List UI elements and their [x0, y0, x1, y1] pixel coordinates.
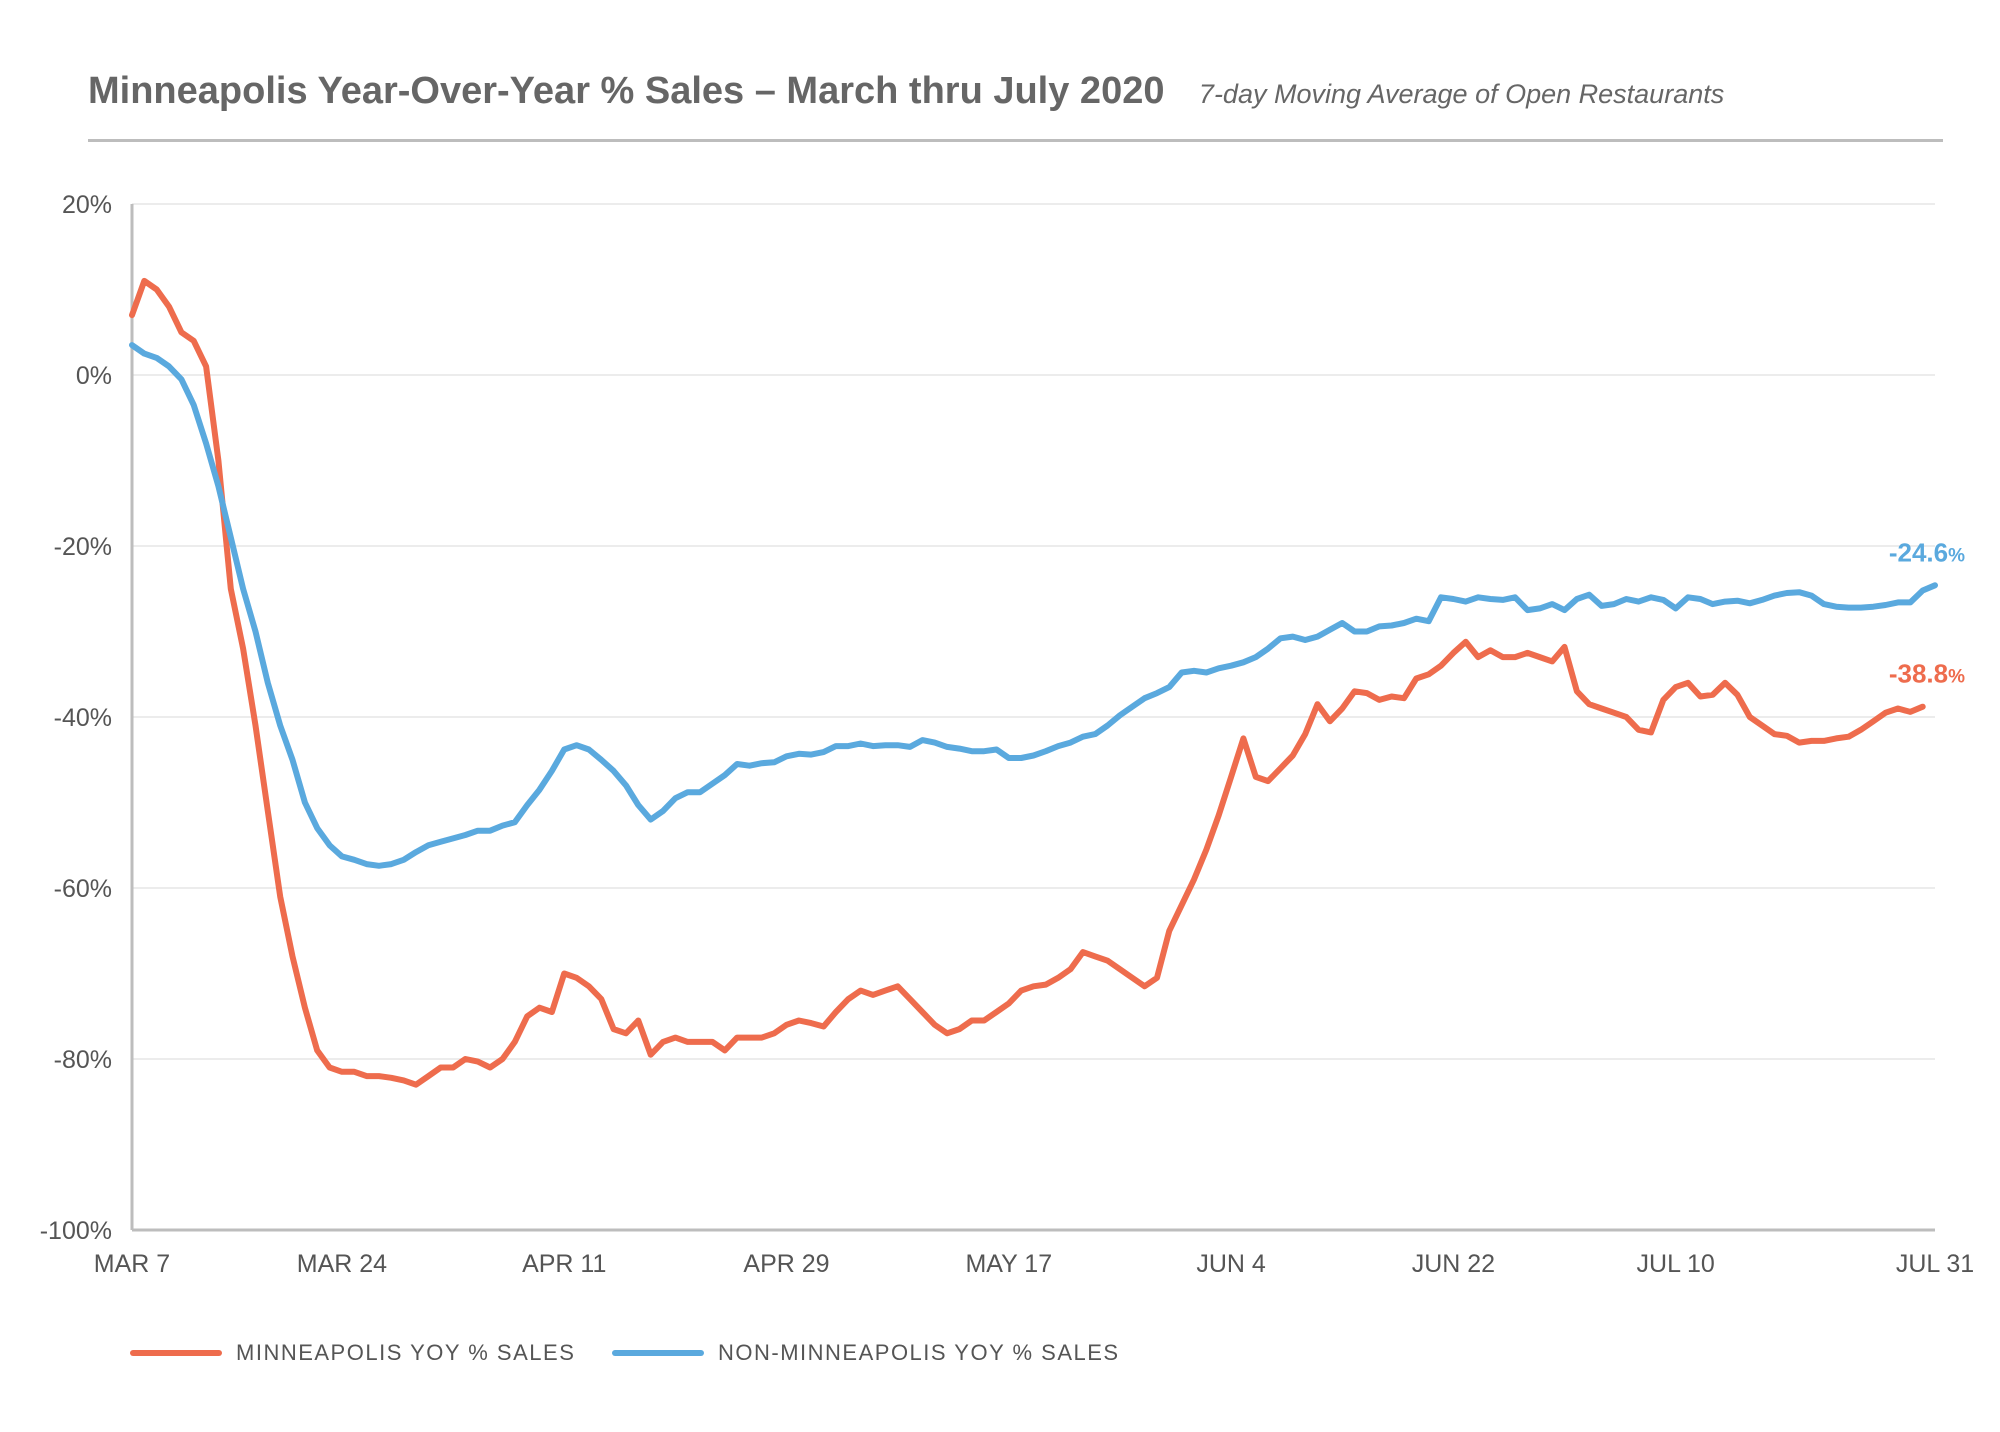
x-tick-label: MAR 24	[297, 1250, 387, 1278]
end-label-minneapolis: -38.8%	[1889, 659, 1965, 689]
x-tick-label: MAR 7	[94, 1250, 170, 1278]
line-chart: 20% 0% -20% -40% -60% -80% -100% MAR 7 MAR 24 APR…	[40, 191, 1974, 1278]
y-tick-label: -80%	[54, 1046, 112, 1074]
series-line-minneapolis	[129, 277, 1926, 1088]
legend-label-non-minneapolis: NON-MINNEAPOLIS YOY % SALES	[718, 1340, 1120, 1365]
y-tick-label: -100%	[40, 1217, 112, 1245]
chart-subtitle: 7-day Moving Average of Open Restaurants	[1198, 79, 1725, 109]
legend-swatch-non-minneapolis	[612, 1350, 704, 1356]
legend-item-minneapolis: MINNEAPOLIS YOY % SALES	[130, 1340, 575, 1366]
chart-title-row: Minneapolis Year-Over-Year % Sales – Mar…	[88, 70, 1724, 113]
y-tick-label: -40%	[54, 704, 112, 732]
chart-title: Minneapolis Year-Over-Year % Sales – Mar…	[88, 70, 1165, 112]
x-tick-label: JUN 22	[1412, 1250, 1495, 1278]
y-tick-label: 20%	[62, 191, 112, 219]
series-line-non-minneapolis	[129, 342, 1938, 869]
legend-swatch-minneapolis	[130, 1350, 222, 1356]
title-divider	[88, 139, 1943, 142]
y-tick-label: 0%	[76, 362, 112, 390]
legend-item-non-minneapolis: NON-MINNEAPOLIS YOY % SALES	[612, 1340, 1120, 1366]
legend-label-minneapolis: MINNEAPOLIS YOY % SALES	[236, 1340, 576, 1365]
x-tick-label: JUN 4	[1196, 1250, 1266, 1278]
x-tick-label: APR 11	[522, 1250, 606, 1278]
y-tick-label: -20%	[54, 533, 112, 561]
x-tick-label: JUL 10	[1637, 1250, 1715, 1278]
end-label-non-minneapolis: -24.6%	[1889, 537, 1965, 567]
x-tick-label: MAY 17	[965, 1250, 1052, 1278]
x-tick-label: APR 29	[743, 1250, 829, 1278]
x-tick-label: JUL 31	[1896, 1250, 1974, 1278]
y-tick-label: -60%	[54, 875, 112, 903]
